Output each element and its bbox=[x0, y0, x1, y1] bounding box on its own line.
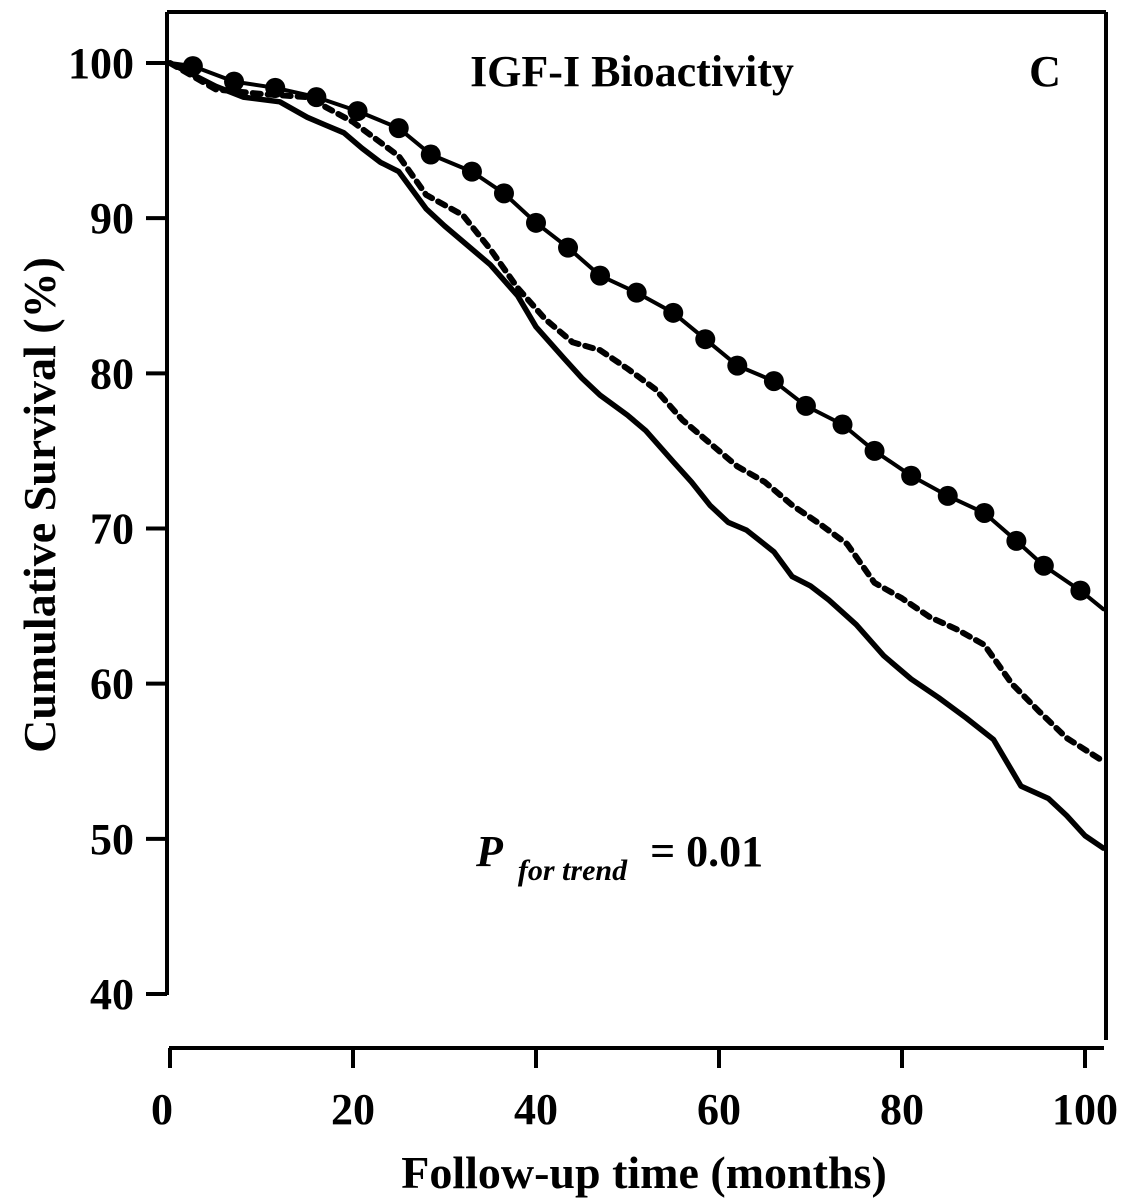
series-1-marker-23 bbox=[1006, 530, 1027, 551]
series-group bbox=[167, 56, 1107, 851]
x-tick-label-100: 100 bbox=[1052, 1085, 1118, 1134]
series-1-marker-21 bbox=[937, 485, 958, 506]
x-tick-label-0: 0 bbox=[151, 1085, 173, 1134]
series-2-line bbox=[167, 60, 1107, 765]
y-tick-label-90: 90 bbox=[90, 194, 134, 243]
series-1-marker-12 bbox=[626, 282, 647, 303]
series-1-marker-14 bbox=[695, 329, 716, 350]
x-tick-label-20: 20 bbox=[331, 1085, 375, 1134]
series-1-marker-11 bbox=[590, 265, 611, 286]
series-1-marker-4 bbox=[347, 101, 368, 122]
series-1-marker-10 bbox=[558, 237, 579, 258]
y-ticks: 40 50 60 70 80 90 100 bbox=[68, 39, 167, 1019]
series-1-marker-1 bbox=[224, 71, 245, 92]
p-value: = 0.01 bbox=[650, 827, 763, 876]
p-trend-annotation: P for trend = 0.01 bbox=[475, 827, 763, 890]
p-symbol: P bbox=[475, 827, 504, 876]
y-tick-label-50: 50 bbox=[90, 815, 134, 864]
y-tick-label-40: 40 bbox=[90, 970, 134, 1019]
y-tick-label-80: 80 bbox=[90, 349, 134, 398]
series-1-marker-9 bbox=[526, 212, 546, 233]
y-tick-label-100: 100 bbox=[68, 39, 134, 88]
series-1-marker-17 bbox=[795, 395, 816, 416]
series-1-marker-25 bbox=[1070, 580, 1091, 601]
series-1-marker-6 bbox=[420, 144, 441, 165]
series-3-line bbox=[167, 60, 1107, 851]
series-1-marker-16 bbox=[763, 371, 784, 392]
series-1-marker-19 bbox=[864, 440, 885, 461]
series-1-marker-24 bbox=[1033, 555, 1054, 576]
series-1-marker-20 bbox=[901, 465, 922, 486]
p-subscript: for trend bbox=[518, 854, 628, 887]
axes bbox=[165, 10, 1108, 1050]
series-1-marker-13 bbox=[663, 302, 684, 323]
y-tick-label-60: 60 bbox=[90, 660, 134, 709]
series-1-marker-15 bbox=[727, 355, 748, 376]
panel-label: C bbox=[1029, 47, 1061, 96]
x-tick-label-80: 80 bbox=[880, 1085, 924, 1134]
x-tick-label-40: 40 bbox=[514, 1085, 558, 1134]
series-1-marker-22 bbox=[974, 502, 995, 523]
y-axis-label: Cumulative Survival (%) bbox=[14, 257, 65, 753]
x-tick-label-60: 60 bbox=[697, 1085, 741, 1134]
x-ticks: 0 20 40 60 80 100 bbox=[151, 1048, 1118, 1134]
series-1-marker-8 bbox=[493, 183, 514, 204]
series-1-marker-5 bbox=[388, 118, 409, 139]
series-1-marker-18 bbox=[832, 414, 853, 435]
series-1-line bbox=[168, 61, 1106, 612]
chart-title: IGF-I Bioactivity bbox=[470, 47, 794, 96]
y-tick-label-70: 70 bbox=[90, 505, 134, 554]
x-axis-label: Follow-up time (months) bbox=[401, 1147, 887, 1198]
series-1-marker-7 bbox=[461, 161, 482, 182]
